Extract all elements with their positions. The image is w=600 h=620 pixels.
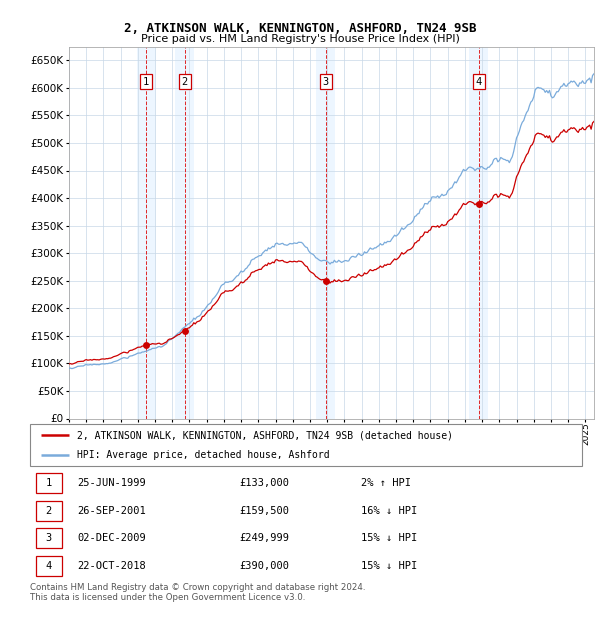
Bar: [469, 46, 488, 419]
Point: [321, 276, 331, 286]
Text: £159,500: £159,500: [240, 506, 290, 516]
Text: 3: 3: [46, 533, 52, 543]
Text: 1: 1: [46, 478, 52, 488]
Text: 2: 2: [182, 77, 188, 87]
Text: 25-JUN-1999: 25-JUN-1999: [77, 478, 146, 488]
Text: 2, ATKINSON WALK, KENNINGTON, ASHFORD, TN24 9SB (detached house): 2, ATKINSON WALK, KENNINGTON, ASHFORD, T…: [77, 430, 453, 440]
Text: 3: 3: [323, 77, 329, 87]
Text: 15% ↓ HPI: 15% ↓ HPI: [361, 561, 418, 571]
Bar: [137, 46, 155, 419]
Text: £390,000: £390,000: [240, 561, 290, 571]
Text: 4: 4: [476, 77, 482, 87]
Point: [474, 198, 484, 208]
Text: Contains HM Land Registry data © Crown copyright and database right 2024.
This d: Contains HM Land Registry data © Crown c…: [30, 583, 365, 602]
Text: HPI: Average price, detached house, Ashford: HPI: Average price, detached house, Ashf…: [77, 450, 329, 460]
Text: 4: 4: [46, 561, 52, 571]
FancyBboxPatch shape: [30, 424, 582, 466]
Point: [180, 326, 190, 335]
Bar: [175, 46, 194, 419]
FancyBboxPatch shape: [35, 501, 62, 521]
Text: 26-SEP-2001: 26-SEP-2001: [77, 506, 146, 516]
FancyBboxPatch shape: [35, 556, 62, 576]
Text: 1: 1: [143, 77, 149, 87]
FancyBboxPatch shape: [35, 473, 62, 493]
Point: [142, 340, 151, 350]
Text: £249,999: £249,999: [240, 533, 290, 543]
Text: 16% ↓ HPI: 16% ↓ HPI: [361, 506, 418, 516]
Bar: [316, 46, 335, 419]
Text: £133,000: £133,000: [240, 478, 290, 488]
FancyBboxPatch shape: [35, 528, 62, 548]
Text: 15% ↓ HPI: 15% ↓ HPI: [361, 533, 418, 543]
Text: 2% ↑ HPI: 2% ↑ HPI: [361, 478, 411, 488]
Text: Price paid vs. HM Land Registry's House Price Index (HPI): Price paid vs. HM Land Registry's House …: [140, 34, 460, 44]
Text: 2, ATKINSON WALK, KENNINGTON, ASHFORD, TN24 9SB: 2, ATKINSON WALK, KENNINGTON, ASHFORD, T…: [124, 22, 476, 35]
Text: 02-DEC-2009: 02-DEC-2009: [77, 533, 146, 543]
Text: 22-OCT-2018: 22-OCT-2018: [77, 561, 146, 571]
Text: 2: 2: [46, 506, 52, 516]
